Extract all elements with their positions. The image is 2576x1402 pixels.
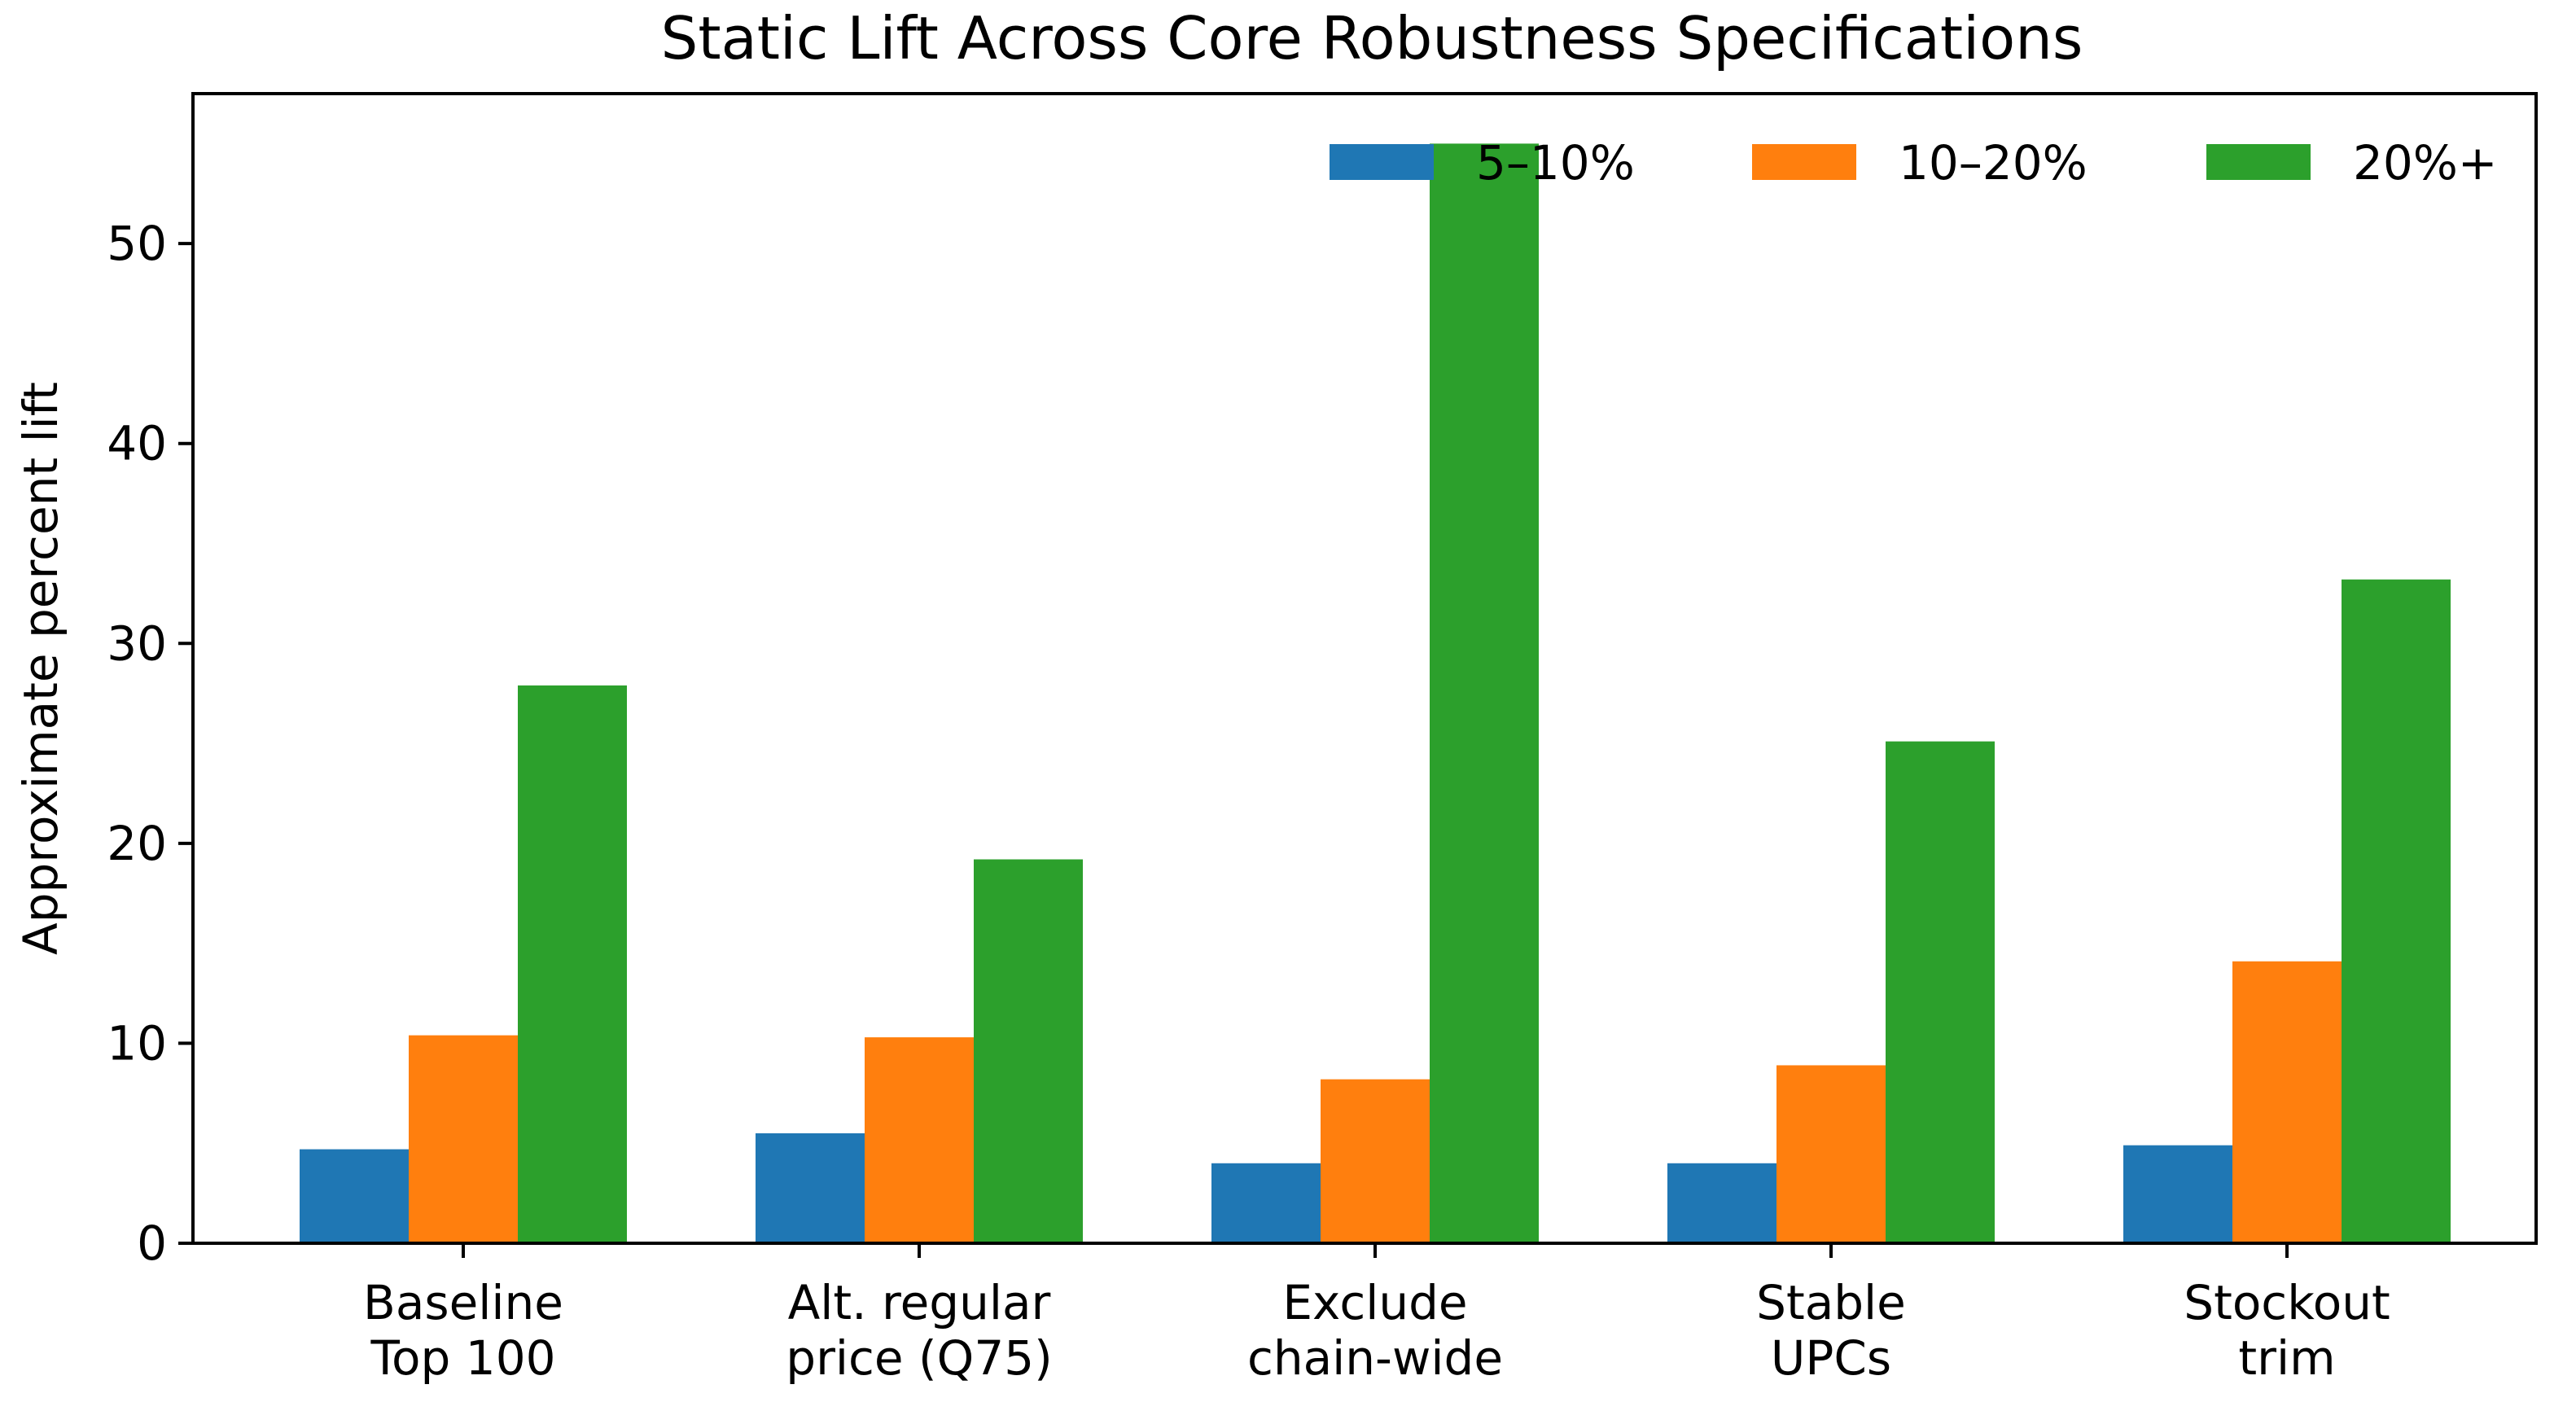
x-tick-label: Stockout [2184,1275,2390,1330]
bar [2123,1145,2232,1243]
y-tick-label: 20 [107,816,167,871]
x-tick-label: chain-wide [1247,1330,1503,1386]
bar [1667,1163,1776,1243]
y-tick-label: 10 [107,1015,167,1071]
legend: 5–10% 10–20% 20%+ [1330,135,2498,191]
y-tick-label: 50 [107,216,167,271]
x-tick-label: UPCs [1771,1330,1891,1386]
y-axis-label: Approximate percent lift [13,382,68,955]
bar [409,1035,518,1243]
legend-label: 10–20% [1899,135,2088,191]
y-tick-label: 40 [107,416,167,471]
x-tick-label: Top 100 [370,1330,555,1386]
x-tick-label: Baseline [363,1275,563,1330]
bar [865,1037,974,1243]
bar [1776,1065,1886,1243]
chart-title: Static Lift Across Core Robustness Speci… [661,4,2083,72]
legend-label: 5–10% [1476,135,1635,191]
plot-frame [191,92,2538,1245]
x-tick-label: Stable [1756,1275,1906,1330]
bar [1211,1163,1321,1243]
bar [974,859,1083,1243]
y-tick-label: 0 [137,1216,167,1271]
legend-label: 20%+ [2353,135,2498,191]
x-tick-label: trim [2238,1330,2335,1386]
bar [2342,579,2451,1243]
bar [2232,961,2342,1243]
bar [1886,741,1995,1243]
legend-swatch [1752,144,1856,180]
y-axis: 0 10 20 30 40 50 [107,216,193,1271]
x-tick-label: price (Q75) [786,1330,1053,1386]
bar [756,1133,865,1243]
bar [1430,143,1539,1243]
bar [300,1149,409,1243]
x-tick-label: Exclude [1282,1275,1467,1330]
bar [1321,1079,1430,1243]
bar [518,685,627,1243]
legend-swatch [1330,144,1434,180]
y-tick-label: 30 [107,616,167,671]
legend-swatch [2206,144,2311,180]
x-tick-label: Alt. regular [788,1275,1051,1330]
bars-layer [300,143,2451,1243]
